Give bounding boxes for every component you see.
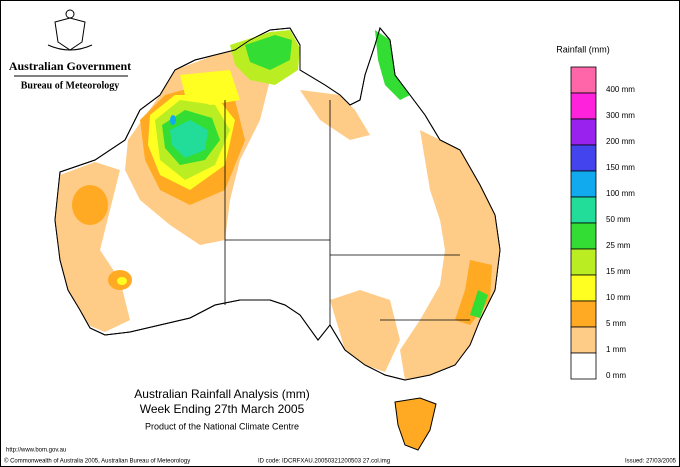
legend-swatch: [570, 196, 597, 224]
legend-label: 10 mm: [606, 293, 631, 302]
map-title: Australian Rainfall Analysis (mm): [134, 387, 309, 401]
bureau: Bureau of Meteorology: [21, 80, 120, 91]
legend-label: 200 mm: [606, 137, 635, 146]
url: http://www.bom.gov.au: [6, 448, 66, 454]
agency: Australian Government: [9, 59, 131, 73]
legend-label: 150 mm: [606, 163, 635, 172]
legend-swatch: [570, 352, 597, 380]
legend-swatch: [570, 170, 597, 198]
legend-swatch: [570, 274, 597, 302]
id-code: ID code: IDCRFXAU.20050321200503 27.col.…: [258, 459, 390, 465]
legend-label: 15 mm: [606, 267, 631, 276]
legend-swatch: [570, 326, 597, 354]
product-note: Product of the National Climate Centre: [145, 421, 299, 431]
legend-label: 0 mm: [606, 371, 626, 380]
legend-swatch: [570, 222, 597, 250]
legend-swatch: [570, 300, 597, 328]
legend-label: 50 mm: [606, 215, 631, 224]
legend: 400 mm 300 mm 200 mm 150 mm 100 mm 50 mm 25 mm…: [570, 66, 635, 380]
crest: [47, 9, 93, 51]
copyright: © Commonwealth of Australia 2005, Austra…: [4, 458, 190, 465]
legend-label: 100 mm: [606, 189, 635, 198]
legend-label: 1 mm: [606, 345, 626, 354]
legend-swatch: [570, 118, 597, 146]
australia-map: [54, 26, 501, 451]
legend-swatch: [570, 92, 597, 120]
issued: Issued: 27/03/2005: [625, 459, 677, 465]
legend-label: 5 mm: [606, 319, 626, 328]
legend-swatch: [570, 248, 597, 276]
legend-swatch: [570, 144, 597, 172]
legend-label: 300 mm: [606, 111, 635, 120]
map-subtitle: Week Ending 27th March 2005: [140, 402, 305, 416]
legend-title: Rainfall (mm): [556, 44, 610, 54]
legend-swatch: [570, 66, 597, 94]
legend-label: 400 mm: [606, 85, 635, 94]
legend-label: 25 mm: [606, 241, 631, 250]
